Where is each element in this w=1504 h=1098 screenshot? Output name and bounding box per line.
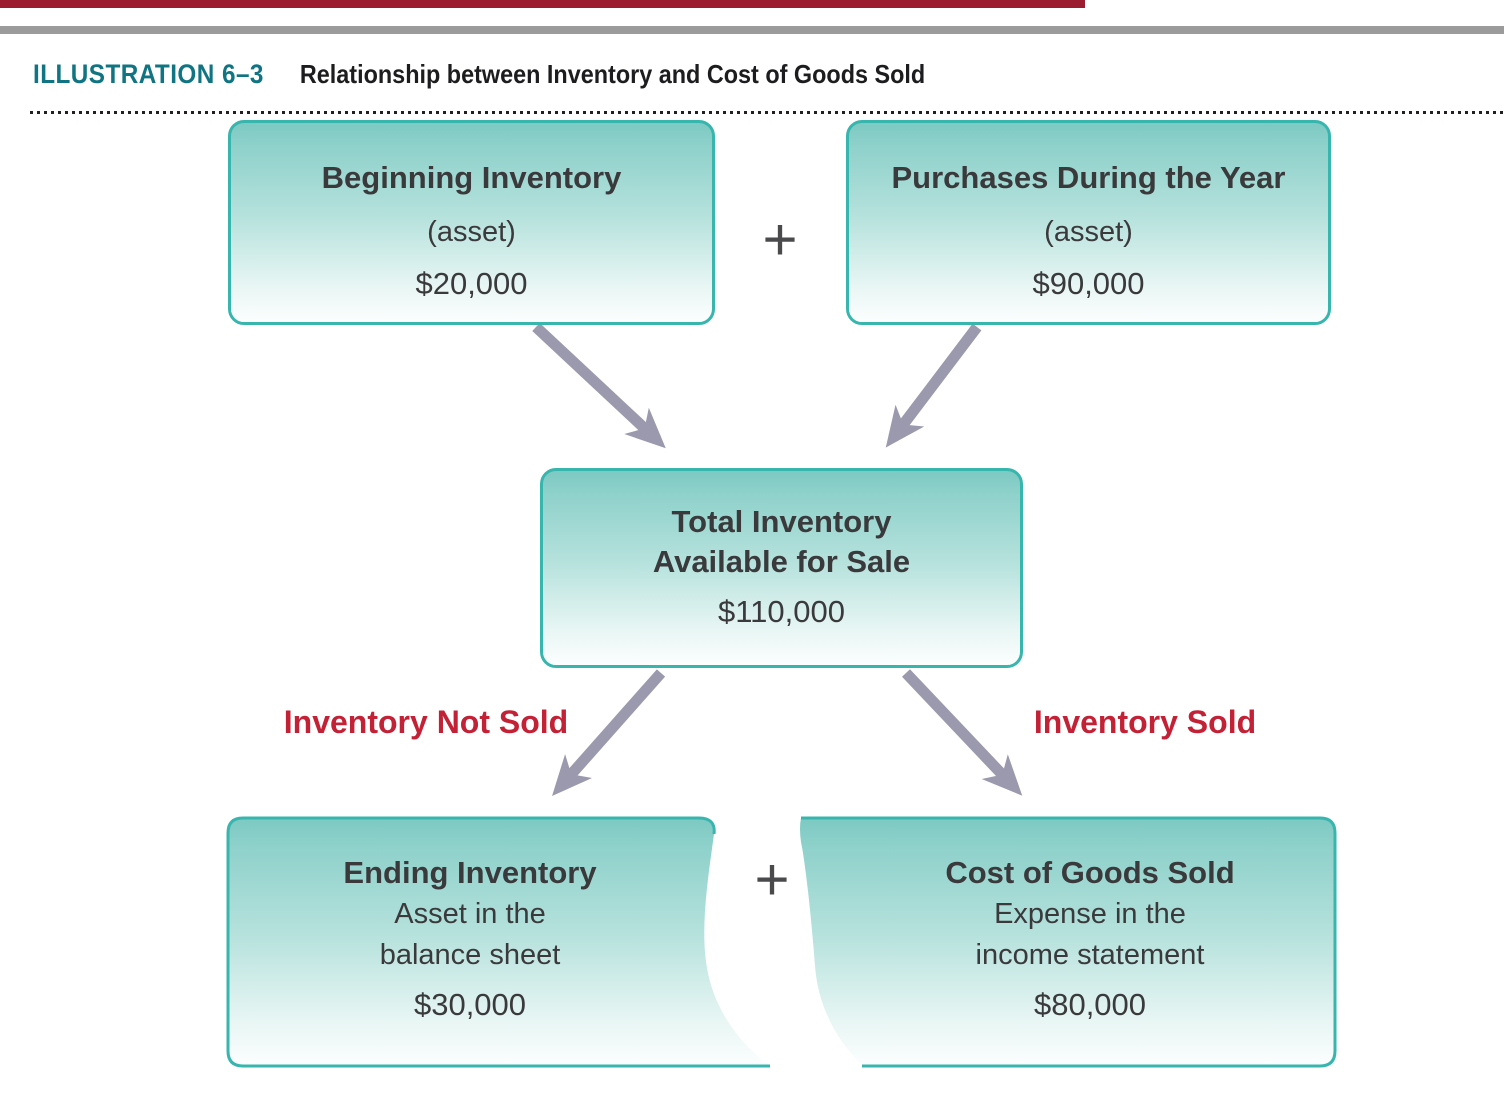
box-purchases-during-year: Purchases During the Year (asset) $90,00… (846, 120, 1331, 325)
box-subtitle-line2: income statement (975, 939, 1205, 971)
box-subtitle: (asset) (427, 215, 516, 248)
arrow-total-to-cogs-icon (902, 669, 1023, 796)
box-title-line1: Total Inventory (671, 504, 892, 539)
dotted-separator (30, 111, 1504, 114)
figure-header: ILLUSTRATION 6–3 Relationship between In… (33, 59, 925, 90)
box-title: Beginning Inventory (321, 159, 622, 195)
cogs-box-shape (800, 818, 1335, 1066)
label-inventory-not-sold: Inventory Not Sold (283, 704, 569, 740)
arrow-purchases-to-total-icon (885, 323, 982, 448)
box-cost-of-goods-sold-text: Cost of Goods Sold Expense in the income… (880, 852, 1300, 1026)
arrow-beginning-to-total-icon (532, 322, 666, 449)
plus-operator-bottom: + (754, 846, 790, 913)
box-total-inventory-available: Total Inventory Available for Sale $110,… (540, 468, 1023, 668)
box-value: $110,000 (718, 594, 845, 629)
box-value: $20,000 (415, 265, 528, 301)
box-value: $30,000 (413, 987, 527, 1022)
figure-title: Relationship between Inventory and Cost … (299, 59, 926, 89)
box-title: Cost of Goods Sold (945, 855, 1235, 890)
box-value: $80,000 (1033, 987, 1147, 1022)
box-ending-inventory-text: Ending Inventory Asset in the balance sh… (250, 852, 690, 1026)
box-subtitle: (asset) (1044, 215, 1133, 248)
box-subtitle-line1: Asset in the (394, 898, 546, 930)
cogs-box-border (801, 816, 1337, 1068)
box-title-line2: Available for Sale (652, 544, 911, 579)
box-title: Ending Inventory (343, 855, 597, 890)
divider-bar (0, 26, 1504, 34)
top-accent-bar (0, 0, 1085, 8)
label-inventory-sold: Inventory Sold (1033, 704, 1257, 740)
box-title: Purchases During the Year (891, 159, 1286, 195)
plus-operator-top: + (762, 206, 798, 273)
ending-inventory-box-border (226, 816, 770, 1068)
box-subtitle-line2: balance sheet (379, 939, 561, 971)
box-beginning-inventory: Beginning Inventory (asset) $20,000 (228, 120, 715, 325)
ending-inventory-box-shape (228, 818, 770, 1066)
box-subtitle-line1: Expense in the (994, 898, 1186, 930)
box-value: $90,000 (1032, 265, 1145, 301)
arrow-total-to-ending-icon (552, 669, 666, 796)
illustration-number-label: ILLUSTRATION 6–3 (33, 59, 264, 89)
